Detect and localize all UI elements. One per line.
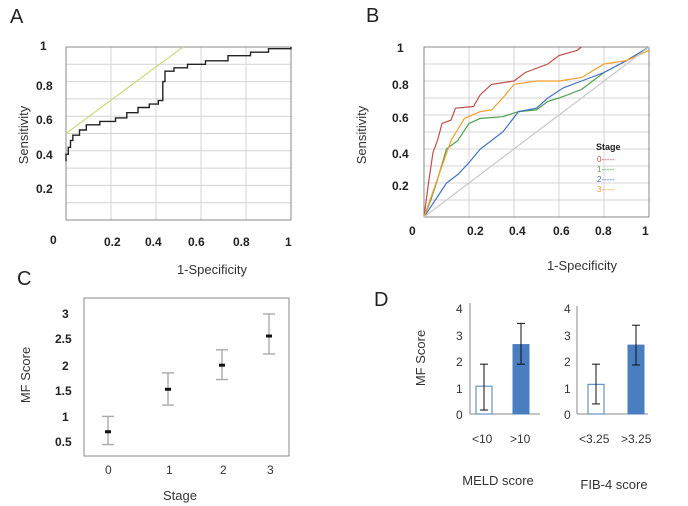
a-ylabel: Sensitivity bbox=[16, 105, 31, 164]
a-series-tangent bbox=[65, 46, 184, 134]
panel-a-xticks: 0 0.2 0.4 0.6 0.8 1 bbox=[50, 233, 292, 249]
d1-xlabel: MELD score bbox=[462, 473, 534, 488]
panel-d-label: D bbox=[374, 289, 388, 311]
c-ytick-1.5: 1.5 bbox=[55, 384, 72, 398]
c-xtick-2: 2 bbox=[220, 463, 227, 477]
a-ytick-0.2: 0.2 bbox=[36, 182, 53, 196]
d1-ytick-3: 3 bbox=[456, 329, 463, 343]
b-xtick-0.4: 0.4 bbox=[509, 224, 526, 238]
panel-b-series bbox=[423, 46, 650, 218]
panel-a-label: A bbox=[10, 6, 24, 28]
b-xtick-0.2: 0.2 bbox=[467, 224, 484, 238]
d1-yticks: 4 3 2 1 0 bbox=[456, 302, 463, 422]
b-legend-title: Stage bbox=[596, 142, 621, 152]
a-xtick-0.6: 0.6 bbox=[188, 235, 205, 249]
d1-xtick-1: >10 bbox=[510, 432, 531, 446]
d1-ytick-4: 4 bbox=[456, 302, 463, 316]
panel-d1: 4 3 2 1 0 <10 >10 MF Score MELD score bbox=[413, 302, 540, 488]
b-series-2 bbox=[423, 46, 650, 218]
d1-xtick-0: <10 bbox=[472, 432, 493, 446]
a-ytick-0.6: 0.6 bbox=[36, 113, 53, 127]
c-mean-point-1 bbox=[165, 387, 171, 391]
c-mean-point-3 bbox=[266, 334, 272, 338]
panel-d2: 4 3 2 1 0 <3.25 >3.25 FIB-4 score bbox=[564, 302, 652, 492]
b-ytick-0.4: 0.4 bbox=[392, 147, 409, 161]
d2-ytick-4: 4 bbox=[564, 302, 571, 316]
panel-c-yticks: 3 2.5 2 1.5 1 0.5 bbox=[55, 307, 72, 449]
a-xlabel: 1-Specificity bbox=[177, 262, 248, 277]
b-ytick-1: 1 bbox=[397, 41, 404, 55]
b-xtick-0: 0 bbox=[409, 224, 416, 238]
panel-a-yticks: 1 0.8 0.6 0.4 0.2 bbox=[36, 39, 53, 196]
panel-c-marks bbox=[102, 313, 275, 446]
c-ytick-2.5: 2.5 bbox=[55, 332, 72, 346]
a-ytick-0.4: 0.4 bbox=[36, 148, 53, 162]
panel-b-label: B bbox=[366, 5, 379, 27]
d1-ylabel: MF Score bbox=[413, 330, 428, 386]
d1-ytick-0: 0 bbox=[456, 408, 463, 422]
c-ytick-3: 3 bbox=[62, 307, 69, 321]
a-xtick-0.4: 0.4 bbox=[145, 235, 162, 249]
c-ytick-0.5: 0.5 bbox=[55, 435, 72, 449]
a-xtick-1: 1 bbox=[285, 235, 292, 249]
b-series-0 bbox=[423, 46, 582, 218]
c-ytick-1: 1 bbox=[62, 410, 69, 424]
panel-b-xticks: 0 0.2 0.4 0.6 0.8 1 bbox=[409, 224, 649, 238]
c-mean-point-2 bbox=[219, 363, 225, 367]
panel-b-yticks: 1 0.8 0.6 0.4 0.2 bbox=[392, 41, 409, 193]
d2-xtick-1: >3.25 bbox=[621, 432, 652, 446]
b-xtick-1: 1 bbox=[642, 224, 649, 238]
panel-d: D 4 3 2 1 0 <10 >10 MF Score MELD score bbox=[374, 289, 652, 492]
a-xtick-0.2: 0.2 bbox=[104, 235, 121, 249]
d2-yticks: 4 3 2 1 0 bbox=[564, 302, 571, 422]
c-xtick-3: 3 bbox=[267, 463, 274, 477]
d1-marks bbox=[475, 322, 530, 415]
b-series-3 bbox=[423, 49, 650, 218]
panel-c: C 3 2.5 2 1.5 1 0.5 0 1 2 3 MF Score Sta… bbox=[17, 268, 290, 503]
b-legend-stage-0: 0----- bbox=[597, 155, 615, 164]
panel-b-frame bbox=[423, 46, 650, 218]
b-xtick-0.8: 0.8 bbox=[595, 224, 612, 238]
b-legend-stage-1: 1----- bbox=[597, 165, 615, 174]
a-xtick-0: 0 bbox=[50, 233, 57, 247]
b-ytick-0.2: 0.2 bbox=[392, 179, 409, 193]
a-xtick-0.8: 0.8 bbox=[233, 235, 250, 249]
panel-c-frame bbox=[83, 297, 290, 457]
c-xtick-0: 0 bbox=[105, 463, 112, 477]
d1-ytick-1: 1 bbox=[456, 382, 463, 396]
a-ytick-1: 1 bbox=[40, 39, 47, 53]
b-legend-stage-3: 3----- bbox=[597, 185, 615, 194]
d2-xlabel: FIB-4 score bbox=[580, 477, 647, 492]
d2-ytick-1: 1 bbox=[564, 382, 571, 396]
c-xtick-1: 1 bbox=[166, 463, 173, 477]
b-xtick-0.6: 0.6 bbox=[553, 224, 570, 238]
panel-b-grid bbox=[424, 47, 649, 217]
b-ytick-0.6: 0.6 bbox=[392, 111, 409, 125]
d1-ytick-2: 2 bbox=[456, 355, 463, 369]
panel-a: A 1 0.8 0.6 0.4 0.2 0 0.2 0.4 0.6 0.8 1 … bbox=[10, 6, 292, 277]
panel-a-series bbox=[65, 46, 292, 162]
c-xlabel: Stage bbox=[163, 488, 197, 503]
panel-b: B Stage 0----- 1----- 2----- 3----- 1 0.… bbox=[354, 5, 650, 273]
b-series-reference bbox=[423, 46, 650, 218]
d2-ytick-0: 0 bbox=[564, 408, 571, 422]
a-ytick-0.8: 0.8 bbox=[36, 79, 53, 93]
b-ytick-0.8: 0.8 bbox=[392, 78, 409, 92]
a-series-roc bbox=[65, 47, 292, 162]
b-ylabel: Sensitivity bbox=[354, 105, 369, 164]
c-ytick-2: 2 bbox=[62, 359, 69, 373]
d2-ytick-3: 3 bbox=[564, 329, 571, 343]
b-legend-stage-2: 2----- bbox=[597, 175, 615, 184]
panel-c-xticks: 0 1 2 3 bbox=[105, 463, 274, 477]
panel-a-grid bbox=[66, 47, 291, 220]
c-mean-point-0 bbox=[105, 430, 111, 434]
panel-c-label: C bbox=[17, 268, 31, 290]
d2-xtick-0: <3.25 bbox=[579, 432, 610, 446]
d2-ytick-2: 2 bbox=[564, 355, 571, 369]
c-ylabel: MF Score bbox=[18, 347, 33, 403]
d2-marks bbox=[587, 324, 645, 415]
b-xlabel: 1-Specificity bbox=[547, 258, 618, 273]
panel-b-legend: Stage 0----- 1----- 2----- 3----- bbox=[596, 142, 621, 194]
